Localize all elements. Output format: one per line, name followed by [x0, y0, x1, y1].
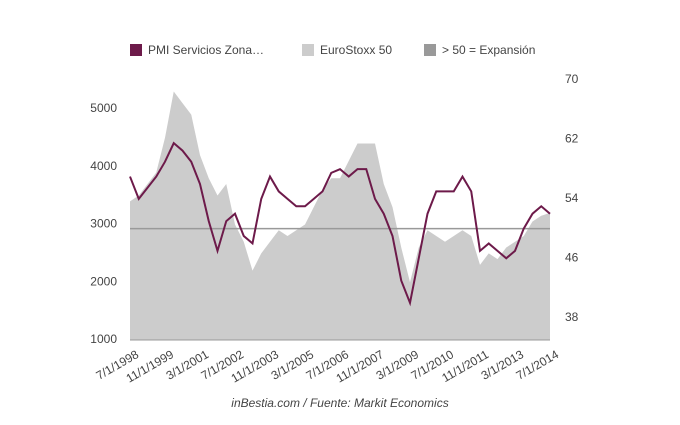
legend-swatch	[424, 44, 436, 56]
legend-label: EuroStoxx 50	[320, 43, 392, 57]
y-tick-label: 1000	[90, 332, 117, 346]
y-tick-label: 4000	[90, 159, 117, 173]
legend-swatch	[130, 44, 142, 56]
y2-tick-label: 62	[565, 132, 579, 146]
footer: inBestia.com / Fuente: Markit Economics	[231, 396, 448, 410]
area	[130, 91, 550, 340]
y2-tick-label: 54	[565, 191, 579, 205]
y2-tick-label: 46	[565, 250, 579, 264]
legend-label: PMI Servicios Zona…	[148, 43, 264, 57]
y2-tick-label: 70	[565, 72, 579, 86]
y-tick-label: 5000	[90, 101, 117, 115]
legend-swatch	[302, 44, 314, 56]
legend-label: > 50 = Expansión	[442, 43, 535, 57]
line	[129, 141, 551, 307]
y-tick-label: 3000	[90, 217, 117, 231]
y-tick-label: 2000	[90, 274, 117, 288]
y2-tick-label: 38	[565, 310, 579, 324]
